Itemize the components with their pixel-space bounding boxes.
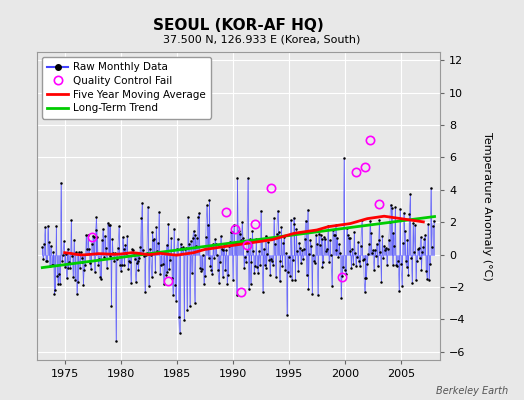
- Title: SEOUL (KOR-AF HQ): SEOUL (KOR-AF HQ): [153, 18, 324, 33]
- Y-axis label: Temperature Anomaly (°C): Temperature Anomaly (°C): [483, 132, 493, 280]
- Legend: Raw Monthly Data, Quality Control Fail, Five Year Moving Average, Long-Term Tren: Raw Monthly Data, Quality Control Fail, …: [42, 57, 211, 118]
- Text: 37.500 N, 126.933 E (Korea, South): 37.500 N, 126.933 E (Korea, South): [163, 34, 361, 44]
- Text: Berkeley Earth: Berkeley Earth: [436, 386, 508, 396]
